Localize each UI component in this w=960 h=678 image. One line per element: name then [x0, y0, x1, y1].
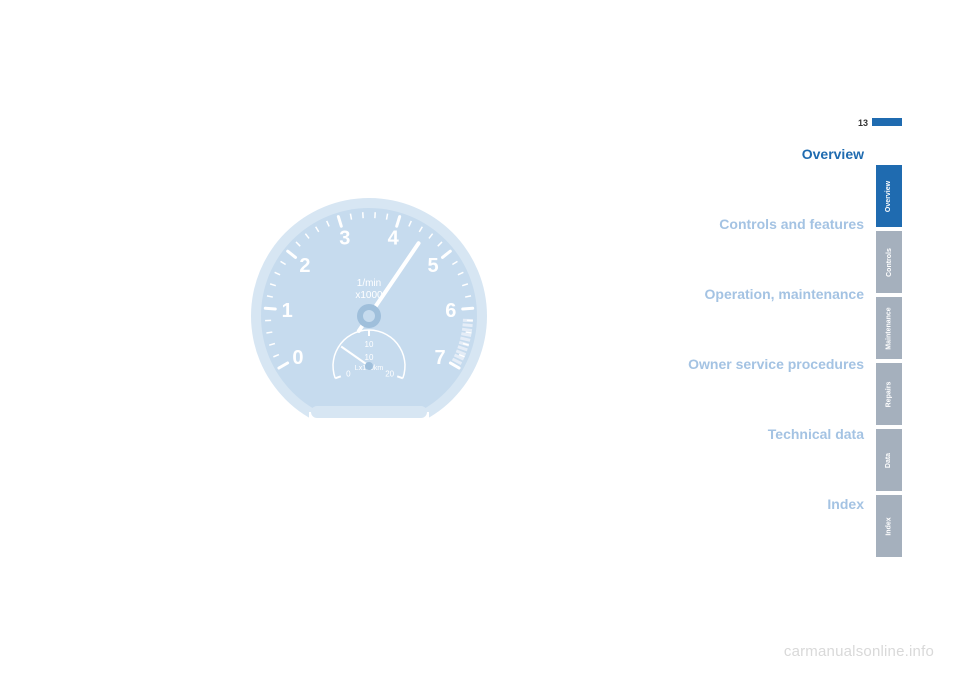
svg-text:5: 5: [428, 255, 439, 277]
svg-text:1: 1: [282, 300, 293, 322]
svg-text:3: 3: [339, 228, 350, 250]
svg-text:7: 7: [434, 347, 445, 369]
tab-label: Controls: [886, 248, 893, 277]
tab-controls[interactable]: Controls: [876, 231, 902, 293]
tab-label: Maintenance: [886, 307, 893, 349]
tab-repairs[interactable]: Repairs: [876, 363, 902, 425]
tab-overview[interactable]: Overview: [876, 165, 902, 227]
svg-text:10: 10: [365, 353, 374, 362]
section-index[interactable]: Index: [688, 496, 864, 512]
svg-text:0: 0: [346, 370, 351, 379]
page-number: 13: [858, 118, 868, 128]
section-list: Overview Controls and features Operation…: [688, 146, 864, 566]
svg-text:0: 0: [292, 347, 303, 369]
section-overview[interactable]: Overview: [688, 146, 864, 162]
tab-maintenance[interactable]: Maintenance: [876, 297, 902, 359]
tab-label: Index: [885, 517, 892, 535]
svg-text:20: 20: [385, 370, 394, 379]
page-number-accent-bar: [872, 118, 902, 126]
svg-text:4: 4: [388, 228, 400, 250]
svg-text:2: 2: [299, 255, 310, 277]
tachometer-gauge: 012345671/minx100001020Lx100km10: [245, 192, 493, 440]
tab-label: Data: [886, 452, 893, 467]
section-technical-data[interactable]: Technical data: [688, 426, 864, 442]
svg-text:1/min: 1/min: [357, 278, 381, 289]
tab-data[interactable]: Data: [876, 429, 902, 491]
svg-text:10: 10: [365, 340, 374, 349]
section-owner-service[interactable]: Owner service procedures: [688, 356, 864, 372]
tab-label: Repairs: [886, 381, 893, 407]
watermark-text: carmanualsonline.info: [784, 643, 934, 660]
svg-text:6: 6: [445, 300, 456, 322]
section-operation[interactable]: Operation, maintenance: [688, 286, 864, 302]
section-controls[interactable]: Controls and features: [688, 216, 864, 232]
tab-label: Overview: [886, 180, 893, 211]
tab-index[interactable]: Index: [876, 495, 902, 557]
side-tabs: Overview Controls Maintenance Repairs Da…: [876, 165, 902, 561]
